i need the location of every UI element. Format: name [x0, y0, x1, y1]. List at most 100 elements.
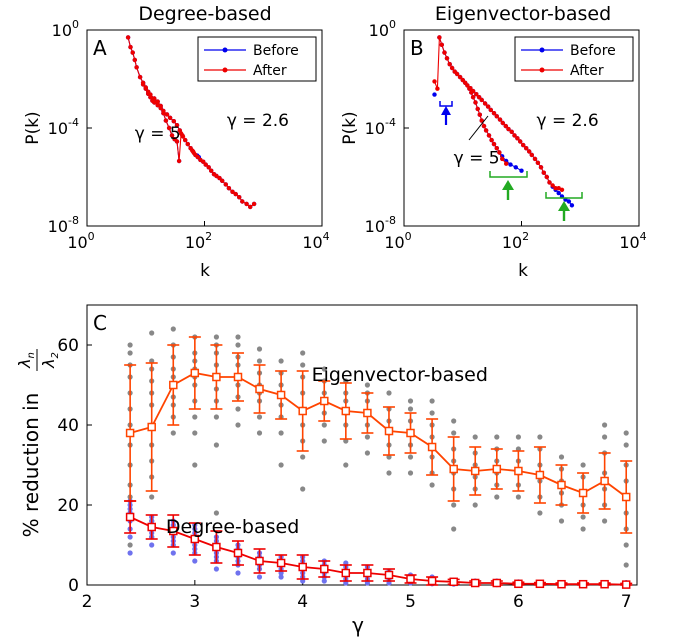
c-sample-point [558, 454, 565, 460]
b-point-after [494, 114, 499, 119]
c-sample-point [451, 502, 457, 508]
c-sample-point [429, 482, 435, 488]
b-point-after [504, 161, 509, 166]
c-ytick-label: 20 [57, 496, 79, 516]
a-xtick-label: 104 [302, 230, 329, 252]
b-point-after [439, 42, 444, 47]
b-xtick-label: 104 [619, 230, 646, 252]
c-mean-marker-degree-based [557, 579, 566, 589]
b-annotation: γ = 5 [454, 149, 500, 169]
b-point-after [550, 183, 555, 188]
b-point-after [506, 126, 511, 132]
c-xtick-label: 3 [189, 592, 200, 612]
b-point-after [547, 180, 552, 185]
panel-b-legend-before: Before [570, 43, 616, 59]
c-sample-point [170, 550, 176, 556]
c-xtick-label: 7 [621, 592, 632, 612]
b-point-after [457, 74, 463, 80]
c-sample-point [580, 462, 586, 468]
c-xtick-label: 6 [513, 592, 524, 612]
a-point-after [180, 134, 186, 139]
b-point-after [535, 160, 541, 165]
c-mean-marker-eigenvector-based [169, 380, 178, 390]
green-bracket-left [489, 171, 528, 178]
c-sample-point [472, 434, 478, 440]
b-point-after [473, 100, 478, 105]
c-sample-point [213, 334, 219, 340]
a-point-after [244, 201, 249, 207]
c-mean-marker-eigenvector-based [341, 406, 351, 416]
b-point-after [500, 156, 505, 162]
c-sample-point [472, 502, 478, 508]
c-sample-point [170, 430, 176, 436]
c-sample-point [256, 358, 263, 364]
c-sample-point [300, 362, 306, 368]
panel-b-legend-before-marker [539, 47, 545, 53]
c-mean-marker-degree-based [298, 562, 307, 572]
c-mean-marker-degree-based [320, 564, 329, 574]
a-point-after [185, 141, 190, 147]
c-mean-marker-eigenvector-based [427, 442, 437, 452]
c-mean-marker-eigenvector-based [125, 428, 135, 438]
c-mean-line-eigenvector-based [129, 372, 627, 498]
a-point-after [166, 125, 172, 131]
panel-b-legend-after-marker [539, 67, 545, 73]
b-point-after [521, 142, 526, 148]
c-sample-point [407, 470, 414, 476]
c-sample-point [537, 510, 543, 516]
c-sample-point [278, 430, 284, 436]
b-point-after [500, 120, 505, 126]
green-bracket-right [545, 192, 583, 199]
c-sample-point [278, 462, 284, 468]
a-point-after [148, 92, 153, 97]
c-mean-marker-degree-based [233, 548, 243, 558]
a-xtick-label: 100 [67, 230, 94, 252]
c-sample-point [213, 442, 219, 448]
a-xtick-label: 102 [185, 230, 212, 252]
b-point-after [544, 174, 549, 180]
b-point-before [519, 168, 524, 173]
b-point-before [569, 203, 575, 208]
a-ytick-label: 100 [52, 18, 79, 40]
a-point-after [251, 201, 257, 207]
c-sample-point [580, 526, 586, 532]
b-point-after [432, 79, 437, 84]
c-ytick-label: 40 [57, 416, 79, 436]
b-point-after [553, 186, 558, 191]
panel-a-legend-after-marker [222, 67, 228, 73]
b-point-after [524, 146, 529, 151]
c-sample-point [515, 494, 522, 500]
c-sample-point [256, 430, 263, 436]
b-xtick-label: 100 [384, 230, 411, 252]
c-sample-point [623, 430, 629, 436]
a-ytick-label: 10-4 [48, 116, 79, 138]
panel-c-ylabel-num: λn [15, 352, 37, 369]
c-sample-point [300, 350, 306, 356]
c-mean-marker-eigenvector-based [600, 476, 609, 486]
a-point-after [161, 111, 166, 116]
a-point-after [176, 158, 182, 164]
a-point-after [248, 204, 253, 210]
c-sample-point [407, 454, 414, 460]
panel-c-letter: C [93, 311, 107, 335]
c-sample-point [213, 414, 219, 420]
a-point-after [226, 186, 232, 191]
b-point-after [538, 165, 544, 170]
c-sample-point [494, 434, 500, 440]
c-sample-point [235, 334, 241, 340]
panel-a-title: Degree-based [138, 3, 271, 25]
a-point-after [134, 65, 139, 70]
c-mean-marker-eigenvector-based [190, 368, 200, 378]
c-sample-point [451, 418, 457, 424]
a-point-after [230, 189, 235, 194]
c-sample-point [321, 578, 327, 584]
a-point-after [237, 195, 242, 200]
a-point-after [174, 123, 180, 128]
c-sample-point [602, 434, 608, 440]
c-mean-marker-degree-based [492, 578, 502, 588]
b-point-after [479, 97, 484, 103]
green-arrow-left-icon [502, 180, 514, 190]
c-mean-marker-degree-based [384, 570, 394, 580]
b-point-after [488, 107, 493, 113]
c-mean-marker-eigenvector-based [320, 396, 329, 406]
